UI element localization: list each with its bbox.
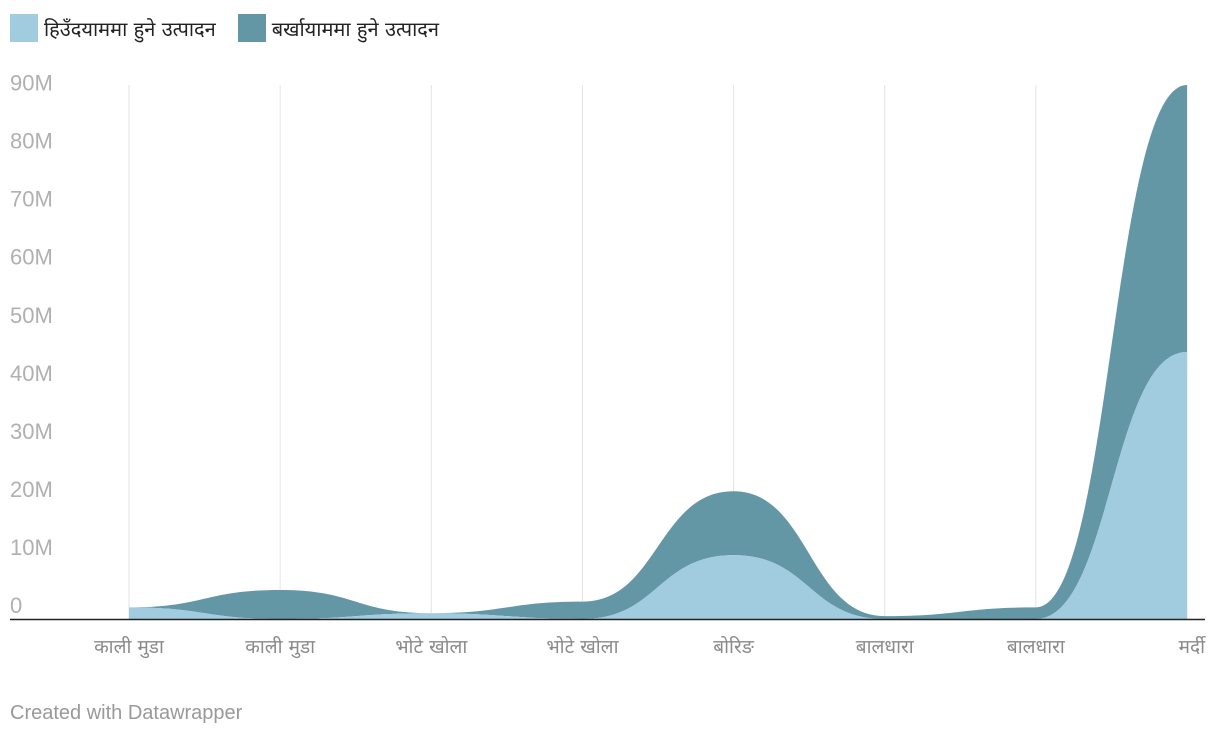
legend-swatch-monsoon bbox=[237, 14, 266, 42]
legend-label-monsoon: बर्खायाममा हुने उत्पादन bbox=[271, 16, 440, 41]
x-tick-label-5: बालधारा bbox=[856, 636, 915, 658]
y-tick-label-9: 90M bbox=[10, 71, 53, 96]
x-tick-label-0: काली मुडा bbox=[94, 635, 165, 659]
legend-label-winter: हिउँदयाममा हुने उत्पादन bbox=[44, 16, 216, 41]
y-tick-label-3: 30M bbox=[10, 419, 53, 444]
x-tick-label-4: बोरिङ bbox=[713, 635, 754, 658]
area-series-1 bbox=[129, 85, 1187, 619]
legend-item-monsoon: बर्खायाममा हुने उत्पादन bbox=[237, 14, 440, 42]
y-tick-label-7: 70M bbox=[10, 187, 53, 212]
legend-swatch-winter bbox=[10, 14, 38, 42]
y-tick-label-6: 60M bbox=[10, 245, 53, 270]
legend: हिउँदयाममा हुने उत्पादन बर्खायाममा हुने … bbox=[10, 12, 461, 44]
credit-text: Created with Datawrapper bbox=[10, 702, 243, 724]
y-tick-label-4: 40M bbox=[10, 361, 53, 386]
legend-item-winter: हिउँदयाममा हुने उत्पादन bbox=[10, 14, 216, 42]
x-tick-label-7: मर्दी bbox=[1179, 635, 1206, 658]
y-tick-label-2: 20M bbox=[10, 477, 53, 502]
x-tick-label-2: भोटे खोला bbox=[395, 635, 468, 658]
y-tick-label-1: 10M bbox=[10, 535, 53, 560]
x-tick-label-1: काली मुडा bbox=[245, 635, 316, 659]
x-tick-label-6: बालधारा bbox=[1007, 636, 1066, 658]
y-tick-label-0: 0 bbox=[10, 593, 22, 618]
y-tick-label-8: 80M bbox=[10, 129, 53, 154]
y-tick-label-5: 50M bbox=[10, 303, 53, 328]
area-series-0 bbox=[129, 352, 1187, 619]
x-tick-label-3: भोटे खोला bbox=[546, 635, 619, 658]
